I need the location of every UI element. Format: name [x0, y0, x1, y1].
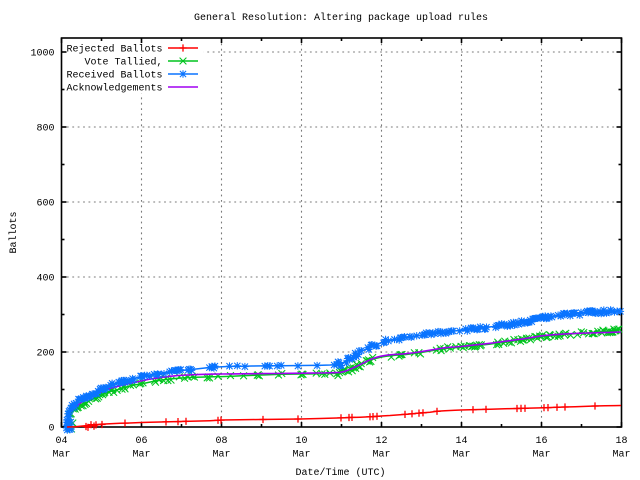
svg-text:Mar: Mar — [372, 450, 390, 461]
svg-text:08: 08 — [215, 436, 227, 447]
svg-text:Mar: Mar — [292, 450, 310, 461]
svg-text:1000: 1000 — [30, 49, 54, 60]
svg-text:Ballots: Ballots — [8, 211, 20, 253]
svg-text:400: 400 — [36, 274, 54, 285]
svg-text:16: 16 — [535, 436, 547, 447]
svg-text:Received Ballots: Received Ballots — [66, 70, 162, 82]
svg-text:Mar: Mar — [452, 450, 470, 461]
svg-text:General Resolution: Altering p: General Resolution: Altering package upl… — [194, 12, 488, 24]
svg-text:Acknowledgements: Acknowledgements — [66, 83, 162, 95]
svg-text:600: 600 — [36, 199, 54, 210]
svg-text:800: 800 — [36, 124, 54, 135]
svg-text:10: 10 — [295, 436, 307, 447]
svg-text:06: 06 — [135, 436, 147, 447]
svg-text:Mar: Mar — [612, 450, 630, 461]
svg-text:18: 18 — [615, 436, 627, 447]
svg-text:0: 0 — [48, 424, 54, 435]
svg-text:Mar: Mar — [532, 450, 550, 461]
svg-text:Mar: Mar — [52, 450, 70, 461]
svg-text:04: 04 — [55, 436, 67, 447]
svg-text:12: 12 — [375, 436, 387, 447]
svg-text:Mar: Mar — [132, 450, 150, 461]
svg-text:Vote Tallied,: Vote Tallied, — [84, 57, 162, 69]
svg-text:Rejected Ballots: Rejected Ballots — [66, 44, 162, 56]
svg-text:200: 200 — [36, 349, 54, 360]
svg-text:Mar: Mar — [212, 450, 230, 461]
svg-text:Date/Time (UTC): Date/Time (UTC) — [295, 467, 385, 479]
svg-text:14: 14 — [455, 436, 467, 447]
